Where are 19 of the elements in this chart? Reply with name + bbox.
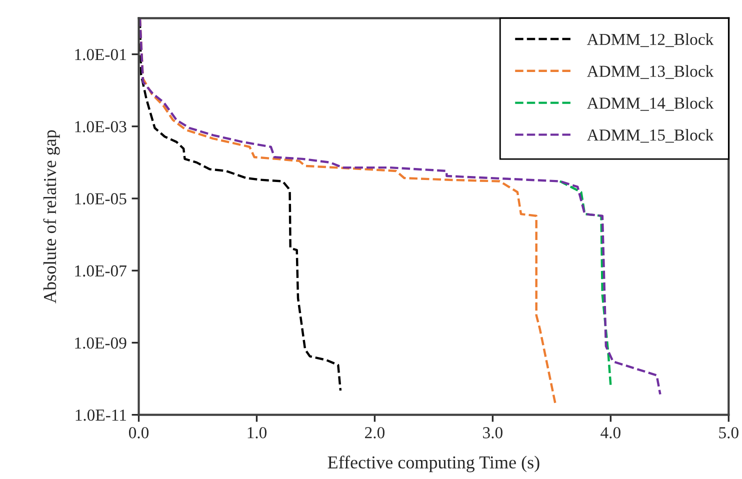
y-tick-label: 1.0E-03	[75, 121, 126, 132]
x-tick-label: 1.0	[248, 427, 267, 438]
legend-label: ADMM_15_Block	[586, 128, 714, 143]
y-tick-label: 1.0E-05	[75, 193, 126, 204]
y-tick-label: 1.0E-11	[76, 410, 126, 421]
y-tick-label: 1.0E-09	[75, 337, 126, 349]
x-tick-label: 0.0	[128, 427, 149, 438]
x-tick-label: 2.0	[365, 427, 384, 438]
y-axis-title: Absolute of relative gap	[43, 130, 60, 304]
legend-label: ADMM_13_Block	[586, 65, 714, 79]
legend-label: ADMM_12_Block	[586, 33, 714, 48]
y-tick-label: 1.0E-01	[75, 48, 126, 60]
legend-label: ADMM_14_Block	[586, 97, 714, 111]
x-tick-label: 5.0	[719, 427, 738, 438]
x-tick-label: 4.0	[600, 427, 620, 438]
y-tick-label: 1.0E-07	[75, 265, 126, 277]
x-tick-label: 3.0	[483, 427, 502, 438]
line-series	[558, 180, 612, 387]
x-axis-title: Effective computing Time (s)	[328, 456, 540, 472]
